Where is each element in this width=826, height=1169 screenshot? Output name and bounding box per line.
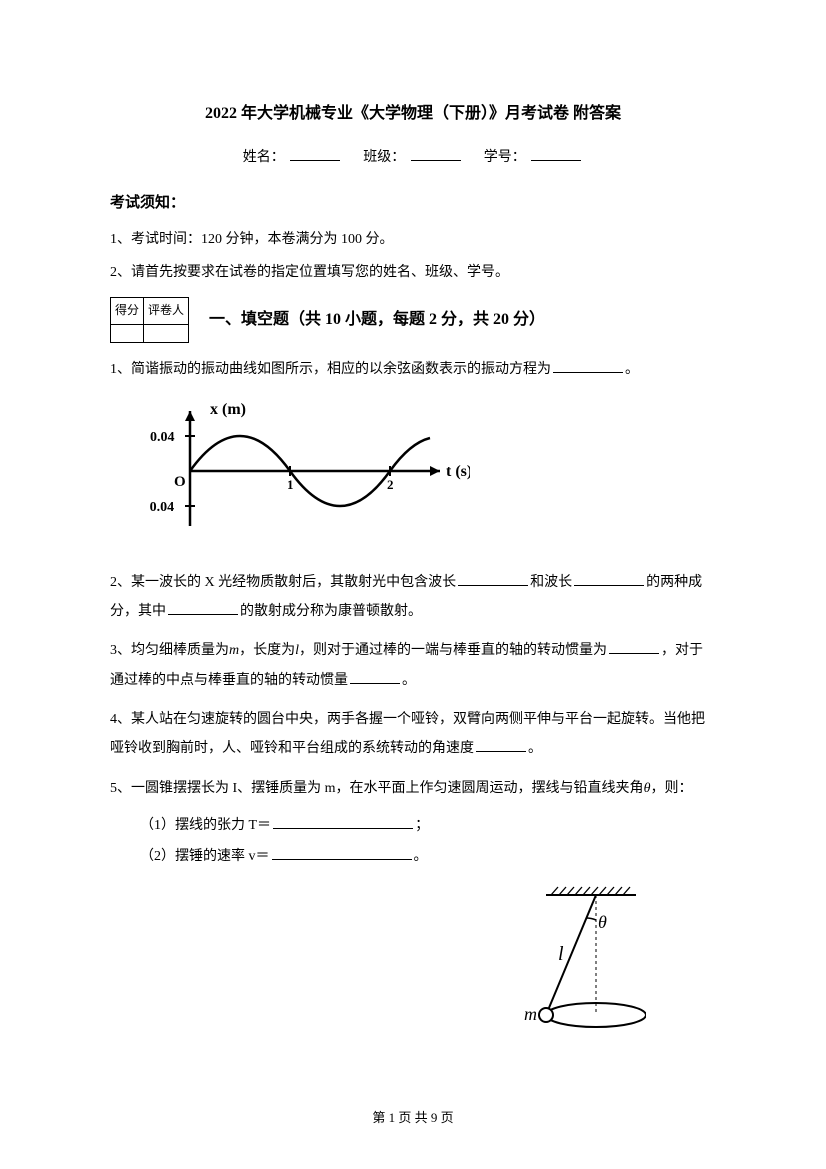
q2-blank-2[interactable]: [574, 572, 644, 586]
score-cell[interactable]: [111, 324, 144, 342]
svg-text:-0.04: -0.04: [150, 500, 174, 515]
question-3: 3、均匀细棒质量为m，长度为l，则对于通过棒的一端与棒垂直的轴的转动惯量为，对于…: [110, 636, 716, 695]
q5s1-blank[interactable]: [273, 815, 413, 829]
question-5-sub2: （2）摆锤的速率 v＝ 。: [140, 844, 716, 869]
q4-text-pre: 4、某人站在匀速旋转的圆台中央，两手各握一个哑铃，双臂向两侧平伸与平台一起旋转。…: [110, 712, 705, 756]
svg-text:x (m): x (m): [210, 401, 246, 418]
name-label: 姓名：: [243, 150, 285, 165]
id-label: 学号：: [484, 150, 526, 165]
score-label: 得分: [111, 298, 144, 325]
score-box: 得分 评卷人: [110, 297, 189, 343]
q5s1-text-pre: （1）摆线的张力 T＝: [140, 818, 271, 833]
q5s2-text-post: 。: [414, 849, 428, 864]
q5-text-post: ，则：: [650, 781, 692, 796]
question-5-sub1: （1）摆线的张力 T＝ ；: [140, 813, 716, 838]
q3-var-m: m: [229, 643, 239, 658]
svg-text:2: 2: [387, 477, 394, 492]
q4-text-post: 。: [528, 741, 542, 756]
class-label: 班级：: [363, 150, 405, 165]
svg-text:t (s): t (s): [446, 463, 470, 480]
preamble-item-1: 1、考试时间：120 分钟，本卷满分为 100 分。: [110, 227, 716, 252]
footer-post: 页: [437, 1110, 453, 1125]
student-info-line: 姓名： 班级： 学号：: [110, 145, 716, 170]
q2-blank-3[interactable]: [168, 601, 238, 615]
grader-label: 评卷人: [144, 298, 189, 325]
preamble-header: 考试须知：: [110, 190, 716, 217]
page-footer: 第 1 页 共 9 页: [0, 1106, 826, 1129]
q3-text-pre: 3、均匀细棒质量为: [110, 643, 229, 658]
page-title: 2022 年大学机械专业《大学物理（下册）》月考试卷 附答案: [110, 100, 716, 129]
name-blank[interactable]: [290, 147, 340, 161]
q5s2-blank[interactable]: [272, 846, 412, 860]
oscillation-chart: x (m) t (s) 0.04 -0.04 O 1 2: [150, 396, 716, 555]
svg-text:θ: θ: [598, 912, 607, 932]
svg-text:1: 1: [287, 477, 294, 492]
pendulum-diagram: θ l m: [110, 880, 646, 1059]
id-blank[interactable]: [531, 147, 581, 161]
q3-text-mid1: ，长度为: [239, 643, 295, 658]
q3-text-mid2: ，则对于通过棒的一端与棒垂直的轴的转动惯量为: [299, 643, 607, 658]
q2-text-mid1: 和波长: [530, 575, 572, 590]
q5-text-pre: 5、一圆锥摆摆长为 I、摆锤质量为 m，在水平面上作匀速圆周运动，摆线与铅直线夹…: [110, 781, 644, 796]
svg-text:l: l: [558, 943, 564, 965]
q2-text-post: 的散射成分称为康普顿散射。: [240, 604, 422, 619]
q3-blank-1[interactable]: [609, 640, 659, 654]
q3-text-post: 。: [402, 673, 416, 688]
svg-text:O: O: [174, 474, 186, 490]
svg-text:m: m: [524, 1004, 537, 1024]
q4-blank[interactable]: [476, 738, 526, 752]
q1-text-pre: 1、简谐振动的振动曲线如图所示，相应的以余弦函数表示的振动方程为: [110, 362, 551, 377]
class-blank[interactable]: [411, 147, 461, 161]
question-4: 4、某人站在匀速旋转的圆台中央，两手各握一个哑铃，双臂向两侧平伸与平台一起旋转。…: [110, 705, 716, 764]
q5s2-text-pre: （2）摆锤的速率 v＝: [140, 849, 270, 864]
q2-blank-1[interactable]: [458, 572, 528, 586]
question-2: 2、某一波长的 X 光经物质散射后，其散射光中包含波长和波长的两种成分，其中的散…: [110, 568, 716, 627]
question-1: 1、简谐振动的振动曲线如图所示，相应的以余弦函数表示的振动方程为 。: [110, 355, 716, 384]
preamble-item-2: 2、请首先按要求在试卷的指定位置填写您的姓名、班级、学号。: [110, 260, 716, 285]
section-title-row: 得分 评卷人 一、填空题（共 10 小题，每题 2 分，共 20 分）: [110, 297, 716, 343]
q1-blank[interactable]: [553, 359, 623, 373]
q1-text-post: 。: [625, 362, 639, 377]
q2-text-pre: 2、某一波长的 X 光经物质散射后，其散射光中包含波长: [110, 575, 456, 590]
question-5: 5、一圆锥摆摆长为 I、摆锤质量为 m，在水平面上作匀速圆周运动，摆线与铅直线夹…: [110, 774, 716, 803]
svg-text:0.04: 0.04: [150, 430, 175, 445]
grader-cell[interactable]: [144, 324, 189, 342]
q3-blank-2[interactable]: [350, 670, 400, 684]
footer-mid: 页 共: [395, 1110, 431, 1125]
footer-pre: 第: [372, 1110, 388, 1125]
section-title: 一、填空题（共 10 小题，每题 2 分，共 20 分）: [209, 306, 545, 335]
q5s1-text-post: ；: [415, 818, 429, 833]
